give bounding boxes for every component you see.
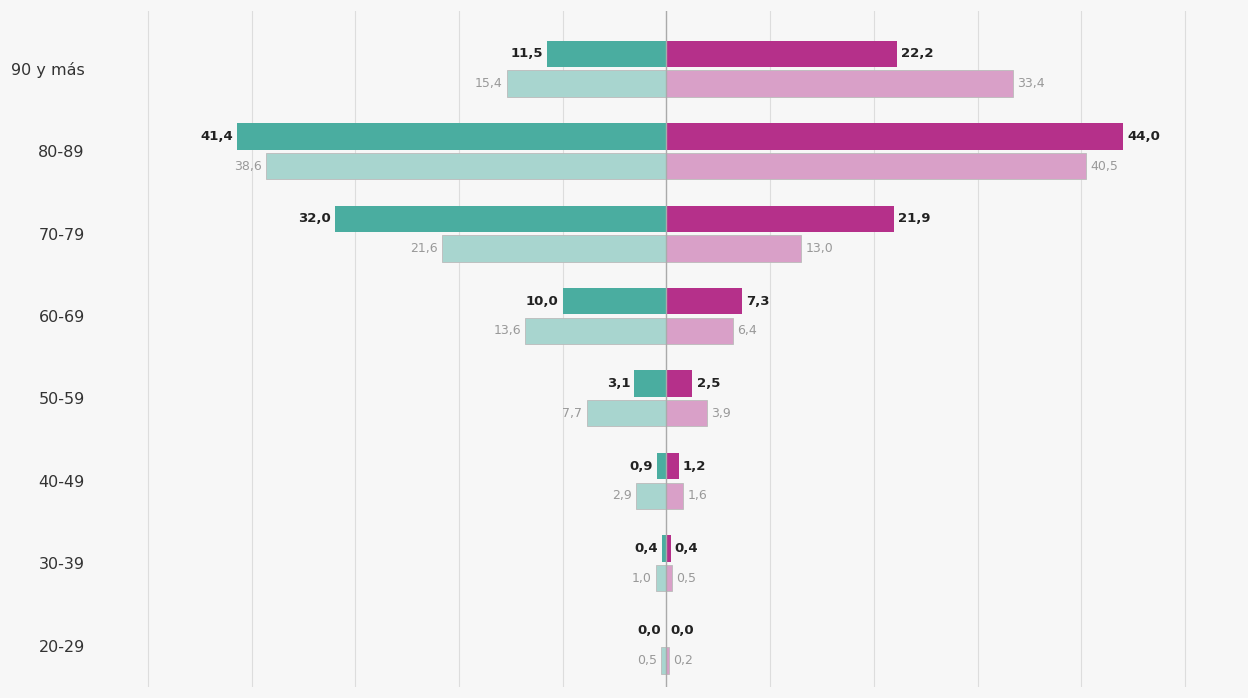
- Bar: [666, 153, 1087, 179]
- Bar: [666, 318, 733, 344]
- Bar: [634, 371, 666, 396]
- Bar: [661, 647, 666, 674]
- Text: 10,0: 10,0: [525, 295, 559, 308]
- Bar: [666, 535, 670, 562]
- Bar: [525, 318, 666, 344]
- Text: 2,9: 2,9: [613, 489, 633, 502]
- Text: 1,6: 1,6: [688, 489, 706, 502]
- Text: 6,4: 6,4: [738, 325, 756, 337]
- Text: 32,0: 32,0: [297, 212, 331, 225]
- Text: 1,0: 1,0: [631, 572, 651, 585]
- Bar: [663, 535, 666, 562]
- Text: 11,5: 11,5: [510, 47, 543, 61]
- Bar: [666, 371, 693, 396]
- Bar: [666, 482, 683, 509]
- Text: 7,7: 7,7: [563, 407, 583, 419]
- Text: 13,6: 13,6: [494, 325, 522, 337]
- Bar: [666, 453, 679, 480]
- Text: 0,0: 0,0: [638, 624, 661, 637]
- Bar: [237, 123, 666, 149]
- Text: 13,0: 13,0: [805, 242, 834, 255]
- Bar: [636, 482, 666, 509]
- Bar: [547, 40, 666, 67]
- Text: 44,0: 44,0: [1127, 130, 1159, 143]
- Bar: [334, 206, 666, 232]
- Bar: [587, 400, 666, 426]
- Text: 3,9: 3,9: [711, 407, 731, 419]
- Bar: [666, 70, 1013, 97]
- Text: 1,2: 1,2: [683, 459, 706, 473]
- Bar: [666, 235, 801, 262]
- Text: 21,9: 21,9: [897, 212, 930, 225]
- Text: 40,5: 40,5: [1091, 160, 1118, 172]
- Bar: [666, 206, 894, 232]
- Text: 0,2: 0,2: [673, 654, 693, 667]
- Text: 0,5: 0,5: [636, 654, 658, 667]
- Text: 22,2: 22,2: [901, 47, 934, 61]
- Text: 38,6: 38,6: [235, 160, 262, 172]
- Bar: [666, 565, 671, 591]
- Bar: [563, 288, 666, 314]
- Bar: [666, 647, 669, 674]
- Text: 41,4: 41,4: [200, 130, 233, 143]
- Bar: [507, 70, 666, 97]
- Bar: [666, 288, 743, 314]
- Text: 0,4: 0,4: [634, 542, 658, 555]
- Text: 0,0: 0,0: [670, 624, 694, 637]
- Text: 33,4: 33,4: [1017, 77, 1045, 90]
- Text: 3,1: 3,1: [607, 377, 630, 390]
- Bar: [442, 235, 666, 262]
- Bar: [666, 123, 1123, 149]
- Text: 15,4: 15,4: [474, 77, 503, 90]
- Bar: [666, 400, 706, 426]
- Bar: [666, 40, 897, 67]
- Text: 7,3: 7,3: [746, 295, 770, 308]
- Bar: [656, 565, 666, 591]
- Bar: [266, 153, 666, 179]
- Text: 0,5: 0,5: [675, 572, 696, 585]
- Text: 0,9: 0,9: [629, 459, 653, 473]
- Text: 2,5: 2,5: [696, 377, 720, 390]
- Text: 21,6: 21,6: [411, 242, 438, 255]
- Text: 0,4: 0,4: [675, 542, 699, 555]
- Bar: [658, 453, 666, 480]
